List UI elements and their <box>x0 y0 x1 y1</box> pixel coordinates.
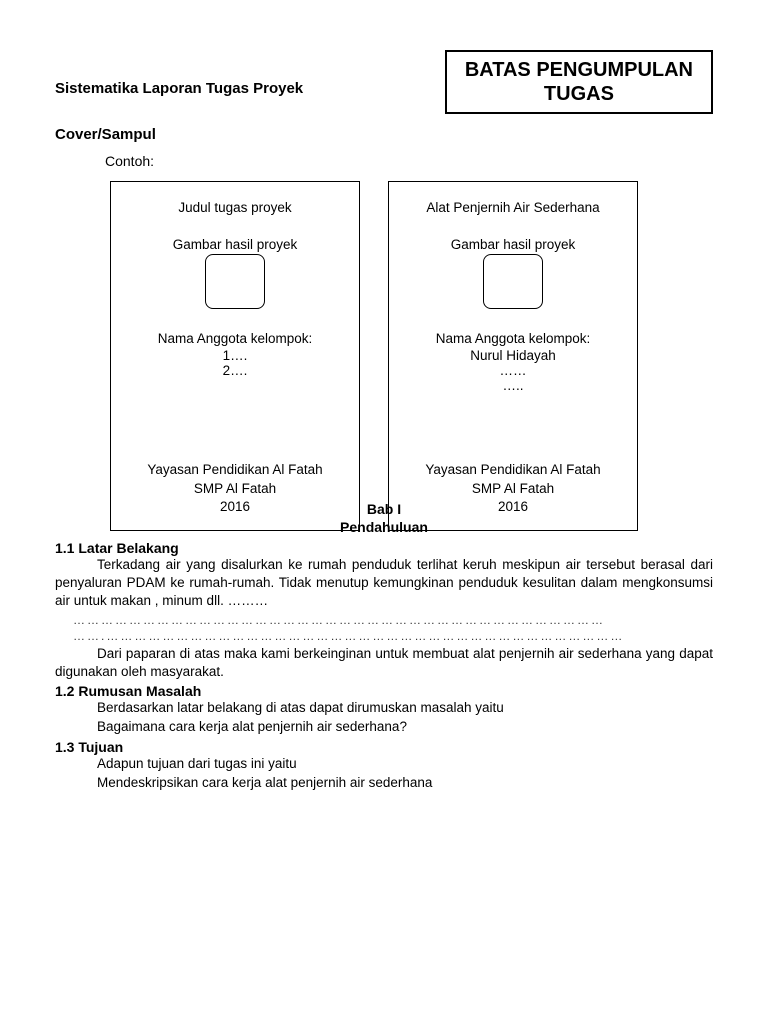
cover-right-member3: ….. <box>502 378 523 393</box>
section-1-2-title: 1.2 Rumusan Masalah <box>55 683 713 699</box>
cover-section-label: Cover/Sampul <box>55 126 713 143</box>
cover-left-members-label: Nama Anggota kelompok: <box>158 331 313 346</box>
cover-left-footer2: SMP Al Fatah <box>147 480 322 498</box>
deadline-box: BATAS PENGUMPULAN TUGAS <box>445 50 713 114</box>
section-1-3-title: 1.3 Tujuan <box>55 739 713 755</box>
section-1-1-p1: Terkadang air yang disalurkan ke rumah p… <box>55 556 713 611</box>
contoh-label: Contoh: <box>105 153 713 169</box>
cover-right-footer1: Yayasan Pendidikan Al Fatah <box>425 461 600 479</box>
section-1-3-l1: Adapun tujuan dari tugas ini yaitu <box>97 755 713 774</box>
cover-right-members-label: Nama Anggota kelompok: <box>436 331 591 346</box>
cover-right-member2: …… <box>500 363 527 378</box>
dots-line-2: …….………………………………………………………………………………………………… <box>73 629 713 643</box>
cover-right-footer2: SMP Al Fatah <box>425 480 600 498</box>
cover-examples: Judul tugas proyek Gambar hasil proyek N… <box>110 181 713 531</box>
cover-right-member1: Nurul Hidayah <box>470 348 556 363</box>
dots-line-1: …………………………………………………………………………………………………… <box>73 613 713 627</box>
deadline-line2: TUGAS <box>465 82 693 106</box>
cover-left-footer3: 2016 <box>147 498 322 516</box>
section-1-2-l2: Bagaimana cara kerja alat penjernih air … <box>97 718 713 737</box>
header-row: Sistematika Laporan Tugas Proyek BATAS P… <box>55 50 713 114</box>
section-1-2-l1: Berdasarkan latar belakang di atas dapat… <box>97 699 713 718</box>
cover-right-footer: Yayasan Pendidikan Al Fatah SMP Al Fatah… <box>425 461 600 516</box>
section-1-1-title: 1.1 Latar Belakang <box>55 540 713 556</box>
cover-right-imgbox <box>483 254 543 309</box>
cover-left-footer: Yayasan Pendidikan Al Fatah SMP Al Fatah… <box>147 461 322 516</box>
cover-right-footer3: 2016 <box>425 498 600 516</box>
section-1-1-p2: Dari paparan di atas maka kami berkeingi… <box>55 645 713 681</box>
cover-left-imglabel: Gambar hasil proyek <box>173 237 298 252</box>
cover-example-box: Alat Penjernih Air Sederhana Gambar hasi… <box>388 181 638 531</box>
cover-left-footer1: Yayasan Pendidikan Al Fatah <box>147 461 322 479</box>
cover-left-title: Judul tugas proyek <box>178 200 291 215</box>
cover-right-imglabel: Gambar hasil proyek <box>451 237 576 252</box>
cover-right-title: Alat Penjernih Air Sederhana <box>426 200 599 215</box>
cover-left-imgbox <box>205 254 265 309</box>
cover-left-member1: 1…. <box>223 348 248 363</box>
doc-title: Sistematika Laporan Tugas Proyek <box>55 80 303 97</box>
cover-template-box: Judul tugas proyek Gambar hasil proyek N… <box>110 181 360 531</box>
section-1-3-l2: Mendeskripsikan cara kerja alat penjerni… <box>97 774 713 793</box>
deadline-line1: BATAS PENGUMPULAN <box>465 58 693 82</box>
cover-left-member2: 2…. <box>223 363 248 378</box>
